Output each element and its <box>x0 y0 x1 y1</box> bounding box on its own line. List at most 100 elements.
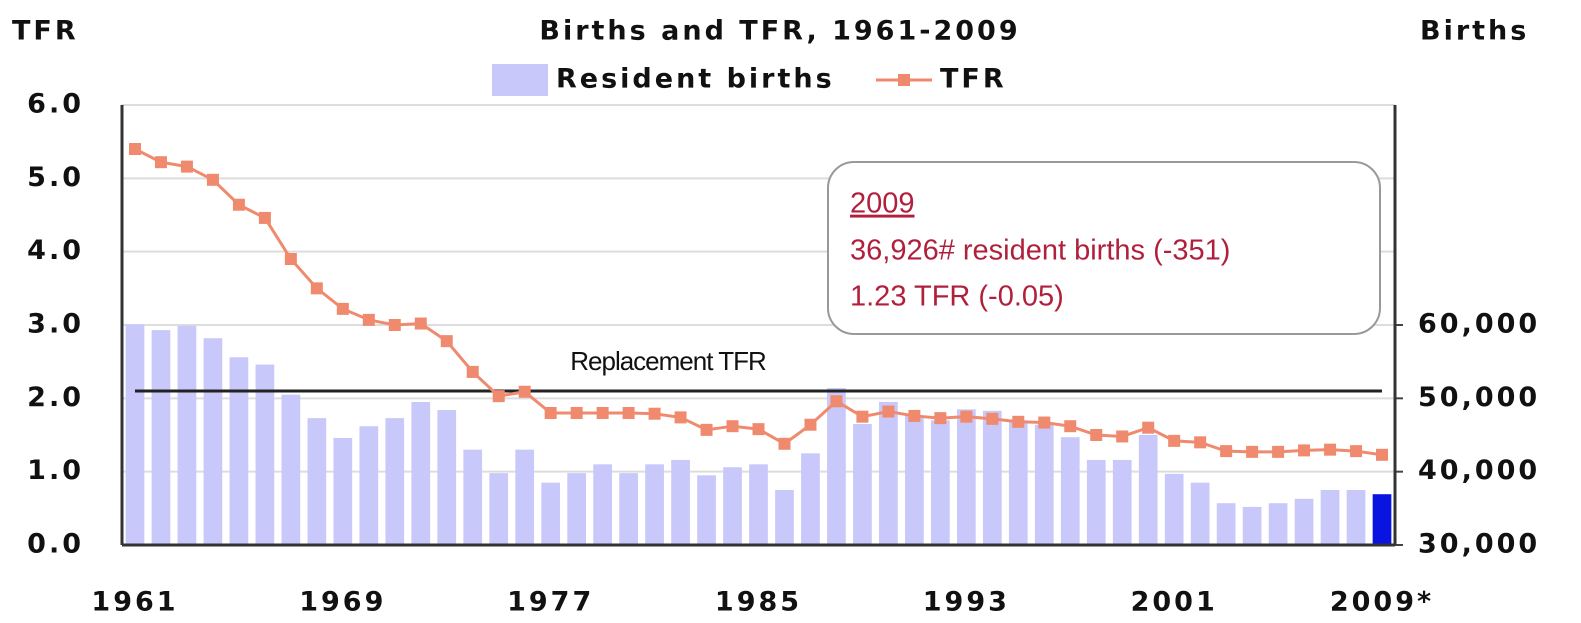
bar <box>515 449 535 545</box>
marker <box>284 253 297 265</box>
y2-tick-label: 60,000 <box>1418 309 1540 340</box>
bar <box>853 424 872 545</box>
bar <box>437 410 457 545</box>
chart-title: Births and TFR, 1961-2009 <box>539 16 1020 47</box>
marker <box>830 395 843 408</box>
bar <box>1138 435 1158 545</box>
bar <box>489 473 509 545</box>
y-tick-label: 5.0 <box>27 162 84 193</box>
x-tick-label: 1977 <box>507 587 594 618</box>
marker <box>154 156 167 169</box>
bar <box>905 415 924 545</box>
marker <box>310 282 323 295</box>
legend-swatch-marker <box>898 74 910 86</box>
legend-swatch-bar <box>492 64 548 96</box>
marker <box>700 423 713 436</box>
marker <box>1272 445 1285 458</box>
marker <box>986 412 999 425</box>
bar <box>1320 490 1340 545</box>
marker <box>128 143 141 155</box>
marker <box>414 317 427 330</box>
y2-tick-label: 50,000 <box>1418 382 1540 413</box>
bar <box>125 324 145 545</box>
bar <box>1216 503 1236 545</box>
marker <box>856 410 869 423</box>
marker <box>388 319 401 331</box>
bar <box>1242 506 1262 545</box>
bar <box>827 388 846 545</box>
bar <box>619 473 638 545</box>
marker <box>466 365 479 378</box>
bar <box>229 357 249 545</box>
marker <box>544 407 557 419</box>
bar <box>307 418 327 545</box>
bar <box>1164 473 1184 545</box>
annotation-heading: 2009 <box>850 188 915 220</box>
marker <box>1298 444 1311 457</box>
marker <box>1090 429 1103 441</box>
marker <box>882 405 895 418</box>
marker <box>960 410 973 423</box>
marker <box>596 407 609 419</box>
bar <box>671 459 690 545</box>
marker <box>752 423 765 436</box>
annotation-text: 1.23 TFR (-0.05) <box>850 281 1064 313</box>
bar <box>593 464 612 545</box>
marker <box>1246 445 1259 458</box>
marker <box>726 420 739 433</box>
bar <box>1112 459 1132 545</box>
marker <box>1116 430 1129 443</box>
marker <box>1220 445 1233 458</box>
marker <box>258 211 271 224</box>
marker <box>336 302 349 315</box>
annotation-text: 36,926# resident births (-351) <box>850 235 1230 267</box>
bar <box>463 449 483 545</box>
bar <box>956 409 976 545</box>
y2-axis-label: Births <box>1420 16 1529 47</box>
marker <box>492 390 505 403</box>
bar <box>541 482 561 545</box>
bar <box>879 402 898 545</box>
annotation-box <box>827 161 1381 335</box>
bar <box>411 402 431 545</box>
x-tick-label: 1969 <box>299 587 386 618</box>
marker <box>518 385 531 398</box>
bar <box>177 325 197 545</box>
bar <box>723 467 742 545</box>
y-tick-label: 4.0 <box>27 235 84 266</box>
marker <box>206 173 219 186</box>
bar <box>1034 424 1054 545</box>
y-tick-label: 1.0 <box>27 455 84 486</box>
bar <box>333 437 353 545</box>
bar <box>1190 482 1210 545</box>
bar <box>203 338 223 545</box>
bar <box>567 473 586 545</box>
marker <box>1194 436 1207 449</box>
legend-label: Resident births <box>556 64 835 95</box>
bar <box>1346 490 1366 545</box>
reference-label: Replacement TFR <box>570 346 766 376</box>
marker <box>1012 415 1025 428</box>
marker <box>804 418 817 431</box>
marker <box>908 409 921 422</box>
x-tick-label: 1993 <box>923 587 1010 618</box>
bar <box>359 426 379 545</box>
bar <box>385 418 405 545</box>
bar <box>255 364 275 545</box>
y-tick-label: 2.0 <box>27 382 84 413</box>
marker <box>1350 445 1363 458</box>
marker <box>1376 448 1389 461</box>
bar <box>1008 420 1028 545</box>
y-tick-label: 3.0 <box>27 309 84 340</box>
marker <box>180 160 193 173</box>
marker <box>1324 443 1337 456</box>
plot-area: 0.0 1.0 2.0 3.0 4.0 5.0 6.0 30,000 40,000 50,000 6… <box>27 89 1540 618</box>
bar <box>801 453 820 545</box>
y-tick-label: 6.0 <box>27 89 84 120</box>
marker <box>1168 434 1181 447</box>
marker <box>232 198 245 211</box>
bar <box>1086 459 1106 545</box>
marker <box>362 313 375 326</box>
x-tick-label: 1961 <box>91 587 178 618</box>
